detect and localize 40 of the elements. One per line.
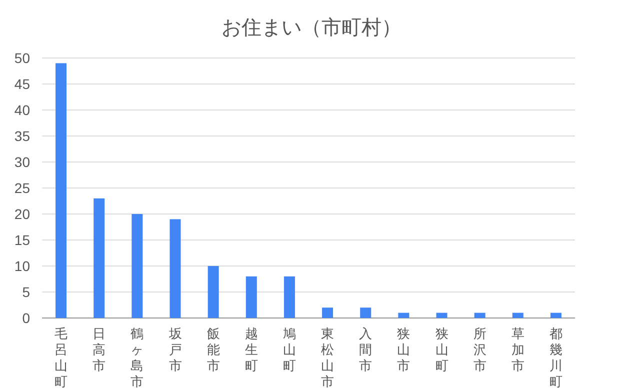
bar [360, 308, 372, 318]
bar [246, 276, 257, 318]
y-tick-label: 45 [14, 76, 30, 92]
y-tick-label: 40 [14, 102, 30, 118]
bar [398, 312, 410, 318]
bar [208, 266, 219, 318]
bar [322, 308, 334, 318]
y-tick-label: 15 [14, 232, 30, 248]
y-tick-label: 0 [22, 310, 30, 326]
x-tick-label: 日高市 [92, 326, 106, 373]
bar [436, 312, 448, 318]
bar [56, 63, 67, 318]
x-tick-label: 都幾川町 [549, 326, 562, 389]
y-tick-label: 25 [14, 180, 30, 196]
x-tick-label: 所沢市 [473, 326, 486, 373]
x-tick-label: 鳩山町 [282, 326, 296, 373]
chart-title: お住まい（市町村） [222, 17, 402, 39]
x-tick-label: 東松山市 [321, 326, 334, 389]
x-tick-label: 毛呂山町 [54, 326, 68, 389]
bar [512, 312, 524, 318]
x-tick-label: 坂戸市 [168, 326, 182, 373]
x-tick-label: 飯能市 [206, 326, 220, 373]
bar [474, 312, 486, 318]
bar [284, 276, 295, 318]
x-tick-label: 狭山市 [397, 326, 410, 373]
bar [94, 198, 105, 318]
x-tick-label: 狭山町 [435, 326, 448, 373]
x-tick-label: 鶴ヶ島市 [130, 326, 144, 389]
y-tick-label: 35 [14, 128, 30, 144]
bar [550, 312, 562, 318]
y-tick-label: 5 [22, 284, 30, 300]
bar [132, 214, 143, 318]
y-tick-label: 30 [14, 154, 30, 170]
x-tick-label: 草加市 [511, 326, 524, 373]
x-tick-label: 入間市 [359, 326, 372, 373]
y-tick-label: 10 [14, 258, 30, 274]
y-tick-label: 20 [14, 206, 30, 222]
x-tick-label: 越生町 [244, 326, 258, 373]
y-tick-label: 50 [14, 50, 30, 66]
bar [170, 219, 181, 318]
